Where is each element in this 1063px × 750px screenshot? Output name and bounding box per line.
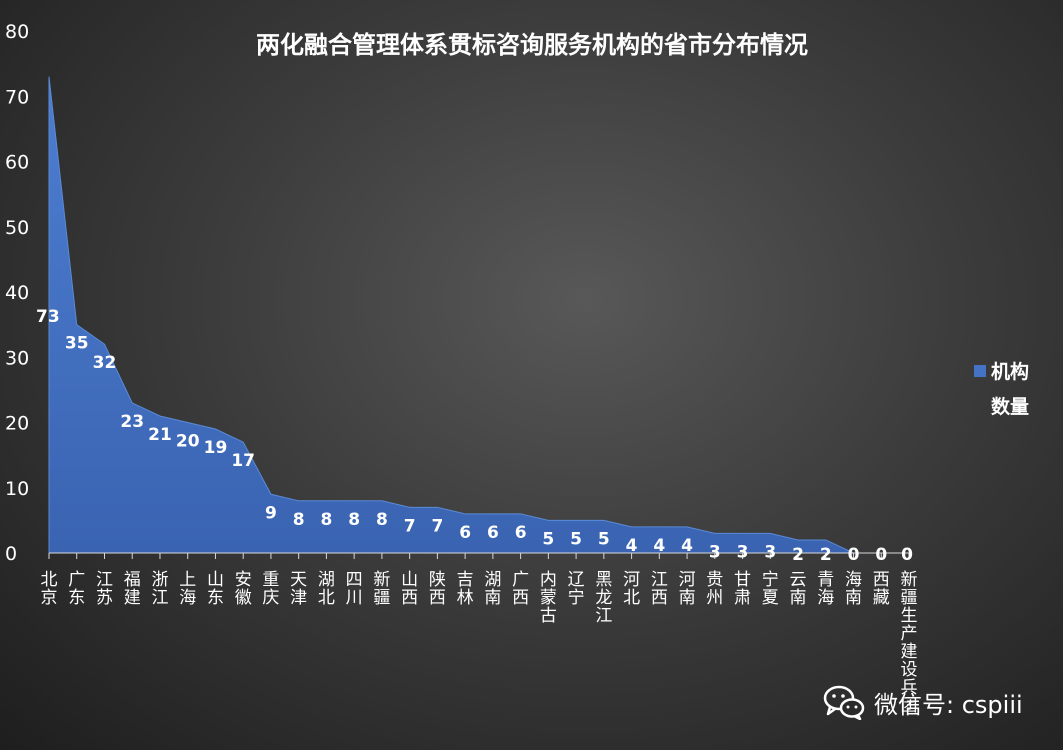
y-tick-label: 30: [5, 347, 29, 369]
data-label: 3: [764, 542, 776, 562]
data-label: 3: [709, 542, 721, 562]
x-tick-label: 内蒙古: [540, 570, 557, 626]
plot-area: [48, 76, 909, 554]
data-label: 8: [348, 510, 360, 530]
x-tick-label: 黑龙江: [595, 570, 612, 626]
data-label: 73: [36, 307, 60, 327]
y-tick-label: 10: [5, 478, 29, 500]
data-label: 6: [459, 523, 471, 543]
legend: 机构数量: [974, 360, 1029, 418]
data-label: 0: [875, 545, 887, 565]
y-tick-label: 20: [5, 413, 29, 435]
y-tick-label: 50: [5, 217, 29, 239]
data-label: 8: [293, 510, 305, 530]
data-label: 4: [626, 536, 638, 556]
data-label: 9: [265, 503, 277, 523]
data-label: 3: [737, 542, 749, 562]
series-area: [48, 76, 909, 554]
data-label: 17: [231, 451, 255, 471]
x-tick-label: 天津: [290, 570, 307, 608]
data-label: 2: [820, 545, 832, 565]
data-label: 21: [148, 425, 172, 445]
x-axis: 北京广东江苏福建浙江上海山东安徽重庆天津湖北四川新疆山西陕西吉林湖南广西内蒙古辽…: [41, 552, 918, 716]
x-tick-label: 陕西: [429, 570, 446, 608]
data-label: 19: [204, 438, 228, 458]
data-label: 0: [901, 545, 913, 565]
data-label: 23: [120, 412, 144, 432]
data-label: 7: [404, 516, 416, 536]
x-tick-label: 山西: [401, 570, 418, 608]
x-tick-label: 河南: [679, 570, 696, 608]
x-tick-label: 广东: [68, 570, 85, 608]
x-tick-label: 河北: [623, 570, 640, 608]
x-tick-label: 安徽: [235, 570, 252, 608]
chart-title: 两化融合管理体系贯标咨询服务机构的省市分布情况: [256, 31, 808, 59]
wechat-icon: [823, 685, 865, 720]
x-tick-label: 贵州: [706, 570, 723, 608]
x-tick-label: 重庆: [262, 570, 279, 608]
data-label: 20: [176, 432, 200, 452]
x-tick-label: 江苏: [96, 570, 113, 608]
x-tick-label: 江西: [651, 570, 668, 608]
x-tick-label: 西藏: [873, 570, 890, 608]
x-tick-label: 海南: [845, 570, 862, 608]
data-label: 6: [487, 523, 499, 543]
watermark: 微信号: cspiii: [822, 682, 1023, 722]
data-label: 4: [653, 536, 665, 556]
watermark-text: 微信号: cspiii: [874, 690, 1023, 719]
x-tick-label: 山东: [207, 570, 224, 608]
x-tick-label: 辽宁: [568, 570, 585, 608]
x-tick-label: 湖北: [318, 570, 335, 608]
data-label: 5: [598, 529, 610, 549]
x-tick-label: 广西: [512, 570, 529, 608]
x-tick-label: 新疆: [373, 570, 390, 608]
data-label: 6: [515, 523, 527, 543]
y-tick-label: 0: [5, 543, 17, 565]
x-tick-label: 云南: [790, 570, 807, 608]
data-label: 7: [431, 516, 443, 536]
data-label: 8: [320, 510, 332, 530]
x-tick-label: 上海: [179, 570, 196, 608]
legend-label: 机构数量: [991, 360, 1029, 418]
x-tick-label: 吉林: [457, 570, 474, 608]
data-label: 2: [792, 545, 804, 565]
data-label: 35: [65, 334, 89, 354]
data-label: 5: [570, 529, 582, 549]
data-label: 32: [93, 353, 117, 373]
legend-swatch: [974, 365, 986, 377]
data-label: 0: [848, 545, 860, 565]
x-tick-label: 浙江: [151, 570, 168, 608]
x-tick-label: 福建: [124, 570, 141, 608]
data-label: 5: [542, 529, 554, 549]
y-tick-label: 70: [5, 86, 29, 108]
x-tick-label: 北京: [41, 570, 58, 608]
data-label: 8: [376, 510, 388, 530]
x-tick-label: 新疆生产建设兵团: [901, 570, 918, 716]
y-axis: 0 10 20 30 40 50 60 70 80: [5, 21, 29, 565]
y-tick-label: 80: [5, 21, 29, 43]
x-tick-label: 湖南: [484, 570, 501, 608]
x-tick-label: 青海: [817, 570, 834, 608]
y-tick-label: 60: [5, 152, 29, 174]
data-label: 4: [681, 536, 693, 556]
y-tick-label: 40: [5, 282, 29, 304]
x-tick-label: 甘肃: [734, 570, 751, 608]
x-tick-label: 四川: [346, 570, 363, 608]
x-tick-label: 宁夏: [762, 570, 779, 608]
